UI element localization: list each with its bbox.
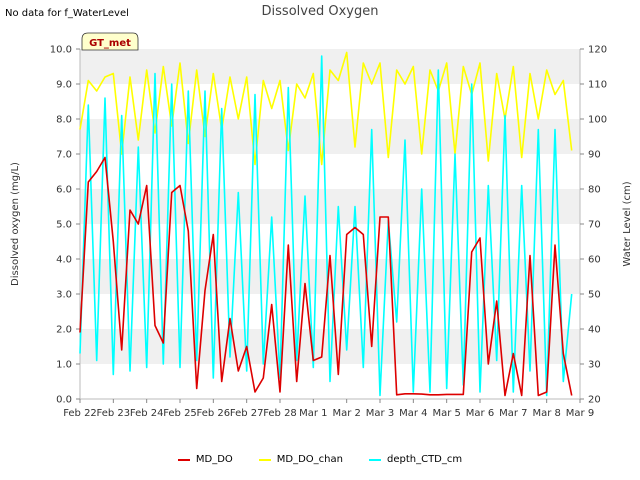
legend-label: depth_CTD_cm: [386, 454, 463, 465]
grid-band: [80, 189, 580, 224]
x-tick-label: Feb 23: [97, 408, 131, 419]
legend-swatch: [258, 458, 271, 461]
series-line-md-do: [79, 156, 573, 397]
x-tick-label: Mar 8: [532, 408, 560, 419]
y-tick-label: 2.0: [56, 325, 72, 336]
legend-item: MD_DO: [177, 454, 233, 465]
x-tick-label: Feb 24: [130, 408, 164, 419]
legend-item: MD_DO_chan: [258, 454, 343, 465]
y2-tick-label: 120: [588, 45, 607, 56]
y2-tick-label: 50: [588, 290, 601, 301]
legend-item: depth_CTD_cm: [368, 454, 463, 465]
x-tick-label: Feb 25: [163, 408, 197, 419]
x-tick-label: Feb 27: [230, 408, 264, 419]
y2-tick-label: 90: [588, 150, 601, 161]
series-line-md-do-chan: [79, 51, 573, 166]
y2-tick-label: 30: [588, 360, 601, 371]
x-tick-label: Mar 7: [499, 408, 527, 419]
x-tick-label: Feb 28: [263, 408, 297, 419]
legend-swatch: [368, 458, 381, 461]
x-tick-label: Mar 4: [399, 408, 427, 419]
y2-tick-label: 100: [588, 115, 607, 126]
y2-tick-label: 40: [588, 325, 601, 336]
y2-tick-label: 110: [588, 80, 607, 91]
chart-title: Dissolved Oxygen: [261, 4, 379, 19]
y2-tick-label: 70: [588, 220, 601, 231]
y2-axis-label: Water Level (cm): [622, 181, 633, 266]
x-tick-label: Mar 3: [366, 408, 394, 419]
x-tick-label: Mar 9: [566, 408, 594, 419]
y-tick-label: 10.0: [50, 45, 72, 56]
y-tick-label: 4.0: [56, 255, 72, 266]
site-badge-label: GT_met: [89, 38, 131, 49]
x-tick-label: Mar 2: [332, 408, 360, 419]
x-tick-label: Feb 26: [197, 408, 231, 419]
y-tick-label: 1.0: [56, 360, 72, 371]
y-tick-label: 7.0: [56, 150, 72, 161]
legend: MD_DO MD_DO_chan depth_CTD_cm: [0, 454, 640, 465]
x-tick-label: Mar 1: [299, 408, 327, 419]
y-tick-label: 8.0: [56, 115, 72, 126]
y-tick-label: 9.0: [56, 80, 72, 91]
series-line-depth-ctd-cm: [79, 55, 573, 397]
y2-tick-label: 20: [588, 395, 601, 406]
site-badge: [81, 32, 139, 51]
y-tick-label: 5.0: [56, 220, 72, 231]
y-tick-label: 3.0: [56, 290, 72, 301]
y2-tick-label: 80: [588, 185, 601, 196]
y-tick-label: 0.0: [56, 395, 72, 406]
x-tick-label: Mar 5: [432, 408, 460, 419]
legend-label: MD_DO_chan: [276, 454, 343, 465]
y2-tick-label: 60: [588, 255, 601, 266]
x-tick-label: Feb 22: [63, 408, 97, 419]
x-tick-label: Mar 6: [466, 408, 494, 419]
legend-swatch: [177, 458, 190, 461]
y-axis-label: Dissolved oxygen (mg/L): [10, 162, 21, 286]
y-tick-label: 6.0: [56, 185, 72, 196]
grid-band: [80, 119, 580, 154]
legend-label: MD_DO: [195, 454, 233, 465]
no-data-note: No data for f_WaterLevel: [5, 8, 129, 19]
